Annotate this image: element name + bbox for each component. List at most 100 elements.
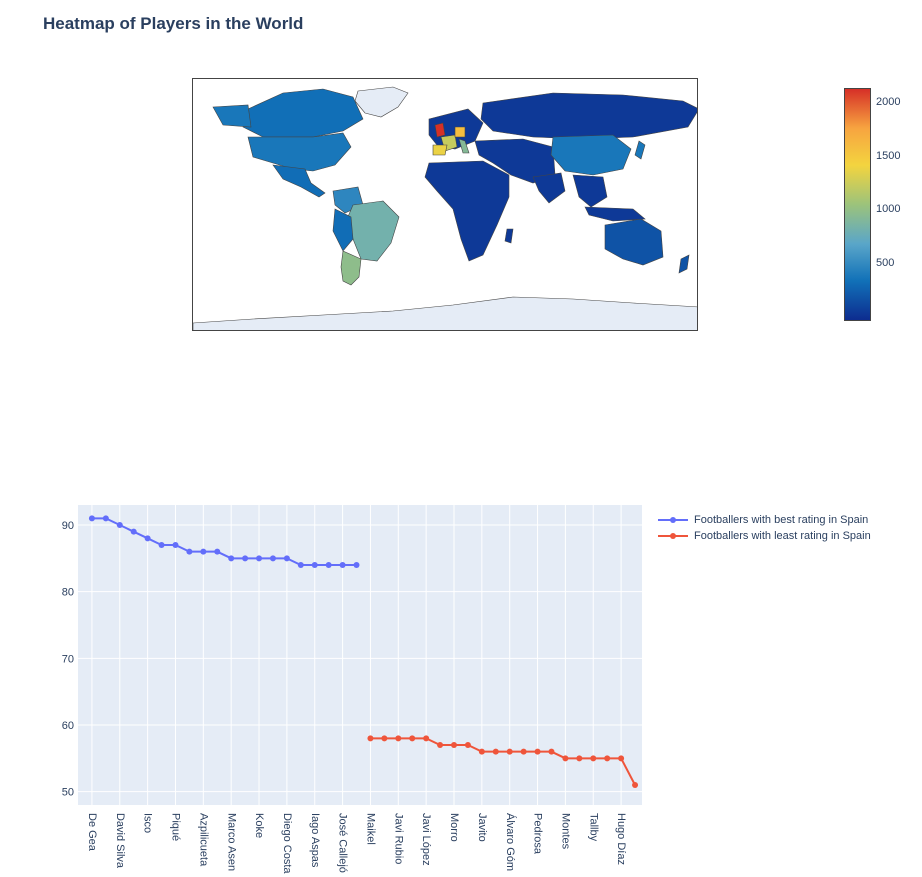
series-point-0: [200, 548, 207, 555]
series-point-1: [381, 735, 388, 742]
series-point-1: [506, 748, 513, 755]
colorbar-tick-label: 1000: [876, 203, 901, 215]
y-tick-label: 90: [62, 520, 74, 532]
region-russia: [480, 92, 697, 140]
legend-label-best: Footballers with best rating in Spain: [694, 514, 869, 526]
series-point-0: [172, 542, 179, 548]
series-point-1: [520, 748, 527, 755]
x-tick-label: David Silva: [114, 813, 126, 869]
x-tick-label: José Callejó: [337, 813, 349, 873]
series-point-1: [478, 748, 485, 755]
map-svg: [193, 79, 697, 330]
line-chart[interactable]: 50 60 70 80 90 De Gea David Silva Isco Piqué Azpi…: [0, 490, 922, 877]
y-tick-label: 80: [62, 587, 74, 599]
chart-title: Heatmap of Players in the World: [43, 14, 304, 33]
x-tick-label: Álvaro Góm: [504, 813, 517, 871]
region-antarctica: [193, 296, 697, 330]
series-point-1: [367, 735, 374, 742]
legend-line-best-icon: [658, 517, 688, 523]
x-tick-label: Azpilicueta: [197, 813, 209, 867]
region-greenland: [354, 86, 409, 118]
series-point-0: [311, 562, 318, 568]
series-point-0: [353, 562, 360, 568]
colorbar: [844, 88, 871, 321]
series-point-1: [548, 748, 555, 755]
x-tick-label: Pedrosa: [532, 813, 544, 855]
series-point-0: [325, 562, 332, 568]
series-point-0: [339, 562, 346, 568]
region-china: [550, 134, 632, 176]
series-point-0: [297, 562, 304, 568]
series-point-0: [158, 542, 165, 548]
series-point-1: [492, 748, 499, 755]
legend-line-least-icon: [658, 533, 688, 539]
region-italy: [458, 138, 470, 154]
series-point-1: [409, 735, 416, 742]
x-tick-label: Hugo Díaz: [615, 813, 627, 865]
x-tick-label: Marco Asen: [225, 813, 237, 871]
series-point-1: [618, 755, 625, 762]
region-india: [532, 172, 566, 204]
region-africa: [424, 160, 510, 262]
legend-item-best[interactable]: Footballers with best rating in Spain: [658, 514, 868, 526]
region-japan: [634, 140, 646, 160]
region-indonesia: [584, 206, 646, 222]
world-map[interactable]: [192, 78, 698, 331]
y-tick-label: 70: [62, 653, 74, 665]
x-tick-label: Morro: [448, 813, 460, 842]
region-mexico: [272, 164, 326, 198]
region-canada: [242, 88, 364, 138]
series-point-0: [228, 555, 235, 562]
x-tick-label: Javito: [476, 813, 488, 842]
series-point-1: [464, 742, 471, 748]
series-point-1: [423, 735, 430, 742]
region-madagascar: [504, 228, 514, 244]
region-usa: [247, 132, 352, 172]
x-tick-label: Koke: [253, 813, 265, 838]
y-tick-label: 50: [62, 787, 74, 799]
plot-area: [78, 505, 642, 805]
series-point-1: [437, 742, 444, 748]
series-point-0: [88, 515, 95, 522]
series-point-0: [102, 515, 109, 522]
series-point-0: [269, 555, 276, 562]
region-argentina: [340, 250, 362, 286]
series-point-1: [590, 755, 597, 762]
region-germany: [454, 126, 466, 138]
x-tick-label: Iago Aspas: [309, 813, 321, 868]
series-point-1: [395, 735, 402, 742]
series-point-0: [214, 548, 221, 555]
region-asia: [474, 138, 556, 184]
series-point-1: [576, 755, 583, 762]
region-australia: [604, 218, 664, 266]
series-point-0: [186, 548, 193, 555]
series-point-0: [144, 535, 151, 542]
series-point-1: [604, 755, 611, 762]
x-tick-label: Isco: [142, 813, 154, 833]
legend-label-least: Footballers with least rating in Spain: [694, 530, 871, 542]
series-point-1: [562, 755, 569, 762]
x-tick-label: Javi López: [420, 813, 432, 866]
x-tick-label: Diego Costa: [281, 813, 293, 874]
region-spain: [432, 144, 448, 156]
colorbar-tick-label: 2000: [876, 96, 901, 108]
x-tick-label: Piqué: [170, 813, 182, 841]
legend-item-least[interactable]: Footballers with least rating in Spain: [658, 530, 871, 542]
series-point-1: [534, 748, 541, 755]
series-point-0: [116, 522, 123, 528]
x-tick-label: De Gea: [86, 813, 98, 852]
series-point-0: [283, 555, 290, 562]
region-seasia: [572, 174, 608, 208]
series-point-1: [632, 782, 639, 788]
region-alaska: [212, 104, 252, 128]
y-tick-label: 60: [62, 720, 74, 732]
series-point-1: [451, 742, 457, 748]
series-point-0: [130, 528, 137, 535]
region-peru: [332, 208, 354, 252]
x-tick-label: Tallby: [587, 813, 599, 842]
series-point-0: [256, 555, 263, 562]
colorbar-tick-label: 1500: [876, 150, 901, 162]
x-tick-label: Javi Rubio: [392, 813, 404, 864]
x-tick-label: Maikel: [365, 813, 377, 845]
colorbar-tick-label: 500: [876, 257, 895, 269]
